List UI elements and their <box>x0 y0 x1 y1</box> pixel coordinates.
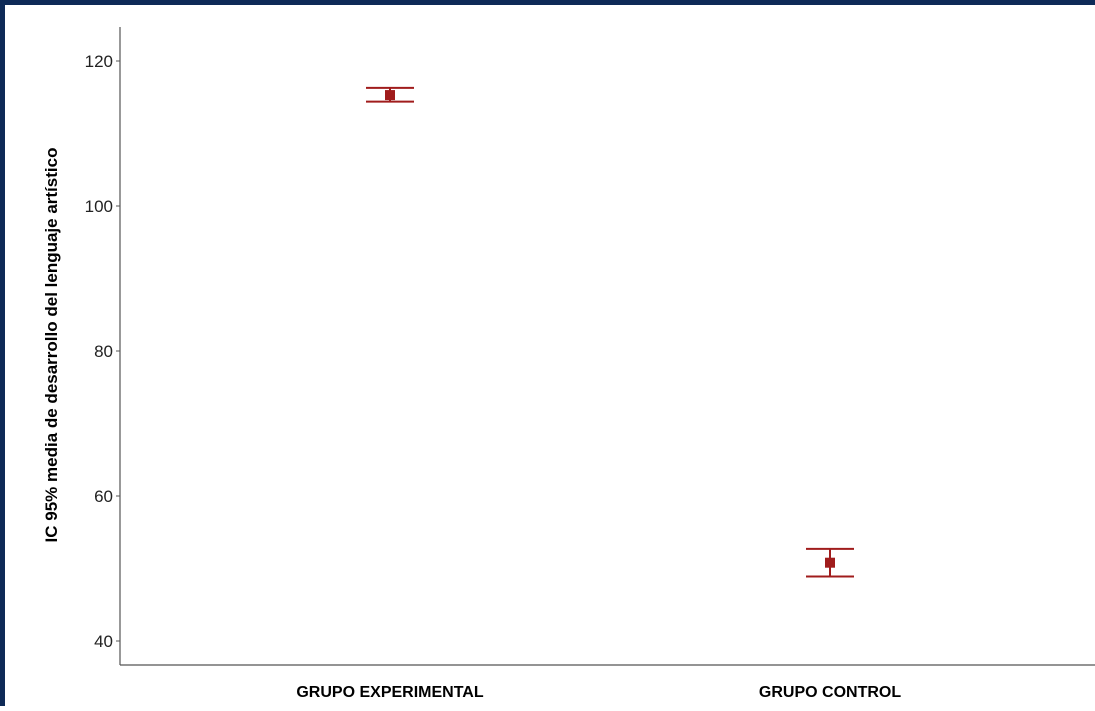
axes <box>119 27 1095 666</box>
x-category-labels: GRUPO EXPERIMENTAL GRUPO CONTROL <box>296 684 901 701</box>
x-category-label: GRUPO EXPERIMENTAL <box>296 684 484 701</box>
y-tick-label: 60 <box>94 487 113 506</box>
error-bar-chart: 40 60 80 100 120 GRUPO EXPERIMENTAL GRUPO CON… <box>42 27 1095 701</box>
y-tick-label: 40 <box>94 632 113 651</box>
y-tick-label: 80 <box>94 342 113 361</box>
y-axis-title: IC 95% media de desarrollo del lenguaje … <box>42 148 61 543</box>
mean-marker <box>825 557 835 568</box>
y-tick-label: 100 <box>85 197 113 216</box>
x-category-label: GRUPO CONTROL <box>759 684 901 701</box>
y-ticks: 40 60 80 100 120 <box>85 52 120 651</box>
y-tick-label: 120 <box>85 52 113 71</box>
error-bars <box>366 86 854 578</box>
mean-marker <box>385 90 395 101</box>
